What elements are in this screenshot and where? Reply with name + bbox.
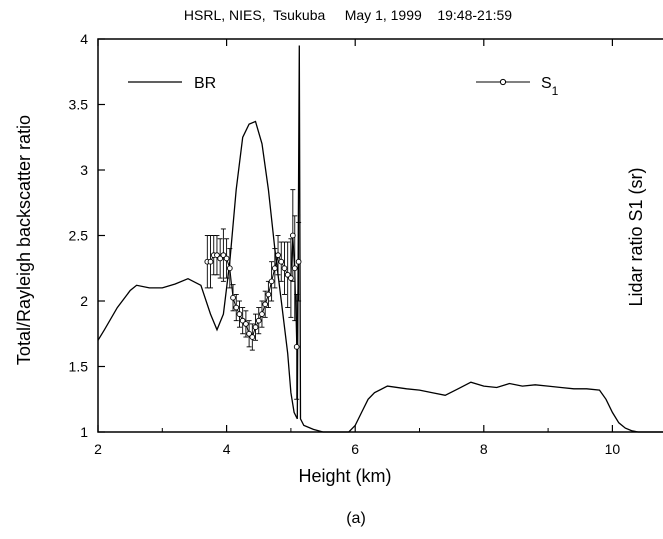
s1-point: [249, 334, 256, 340]
series-line-br: [97, 45, 663, 433]
y-axis-ticks: 1 1.5 2 2.5 3 3.5 4: [69, 31, 105, 440]
x-tick-label: 6: [351, 441, 359, 457]
s1-point: [239, 317, 246, 324]
x-tick-label: 10: [605, 441, 621, 457]
y-tick-label: 1: [80, 424, 88, 440]
x-tick-label: 8: [480, 441, 488, 457]
s1-point: [293, 344, 300, 350]
y-tick-label: 1.5: [69, 359, 89, 375]
s1-point: [295, 258, 302, 265]
s1-point: [220, 252, 227, 259]
y-tick-label: 2.5: [69, 228, 89, 244]
s1-point: [268, 278, 275, 285]
s1-point: [289, 232, 296, 239]
s1-point: [281, 265, 288, 272]
s1-point: [230, 294, 236, 301]
s1-point: [233, 304, 240, 311]
y-tick-label: 4: [80, 31, 88, 47]
figure-caption: (a): [346, 510, 366, 527]
s1-point: [265, 291, 272, 298]
x-axis-ticks: 24681012: [94, 39, 621, 457]
x-axis-title: Height (km): [298, 466, 391, 486]
x-tick-label: 4: [223, 441, 231, 457]
s1-markers: [204, 232, 302, 350]
y-tick-label: 2: [80, 293, 88, 309]
s1-point: [214, 252, 220, 259]
plot-area: [97, 45, 663, 433]
s1-point: [252, 324, 259, 331]
s1-point: [246, 330, 252, 337]
s1-point: [255, 317, 262, 324]
y2-axis-title: Lidar ratio S1 (sr): [626, 167, 646, 306]
s1-point: [236, 311, 243, 317]
s1-point: [271, 265, 278, 272]
x-tick-label: 2: [94, 441, 102, 457]
chart-title: HSRL, NIES, Tsukuba May 1, 1999 19:48-21…: [184, 7, 512, 23]
s1-point: [259, 311, 265, 317]
s1-error-bars: [204, 189, 302, 400]
plot-frame: [97, 38, 663, 433]
s1-point: [288, 275, 294, 281]
s1-point: [284, 271, 291, 278]
s1-point: [217, 255, 224, 262]
legend-br-label: BR: [194, 75, 216, 92]
legend-br: BR: [128, 75, 216, 92]
y-tick-label: 3: [80, 162, 88, 178]
s1-point: [226, 265, 233, 272]
legend-s1-label: S1: [541, 75, 559, 98]
s1-point: [275, 252, 281, 259]
s1-point: [278, 258, 285, 265]
legend-s1-marker: [499, 78, 507, 86]
y-axis-title: Total/Rayleigh backscatter ratio: [14, 115, 34, 365]
legend-s1: S1: [476, 75, 559, 98]
s1-point: [291, 265, 298, 272]
s1-point: [262, 301, 269, 308]
s1-point: [243, 321, 249, 327]
s1-point: [223, 255, 230, 262]
y-tick-label: 3.5: [69, 97, 89, 113]
s1-point: [207, 258, 214, 265]
